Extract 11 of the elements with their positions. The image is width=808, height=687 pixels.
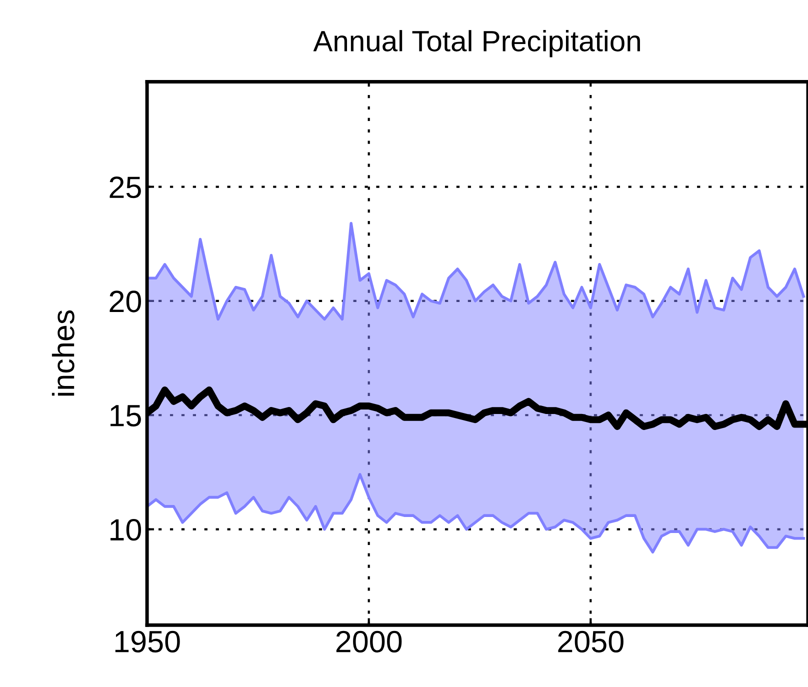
y-tick-label: 15 xyxy=(110,405,141,426)
x-tick-label: 2000 xyxy=(336,630,402,652)
y-tick-label: 10 xyxy=(110,519,142,541)
chart-title: Annual Total Precipitation xyxy=(313,30,640,58)
y-axis-title: inches xyxy=(52,310,74,396)
line-series xyxy=(147,222,805,321)
y-tick-label: 20 xyxy=(110,290,142,312)
x-tick-label: 1950 xyxy=(115,630,180,652)
y-tick-label: 25 xyxy=(110,176,141,198)
x-tick-label: 2050 xyxy=(558,630,624,652)
line-series xyxy=(147,473,805,554)
